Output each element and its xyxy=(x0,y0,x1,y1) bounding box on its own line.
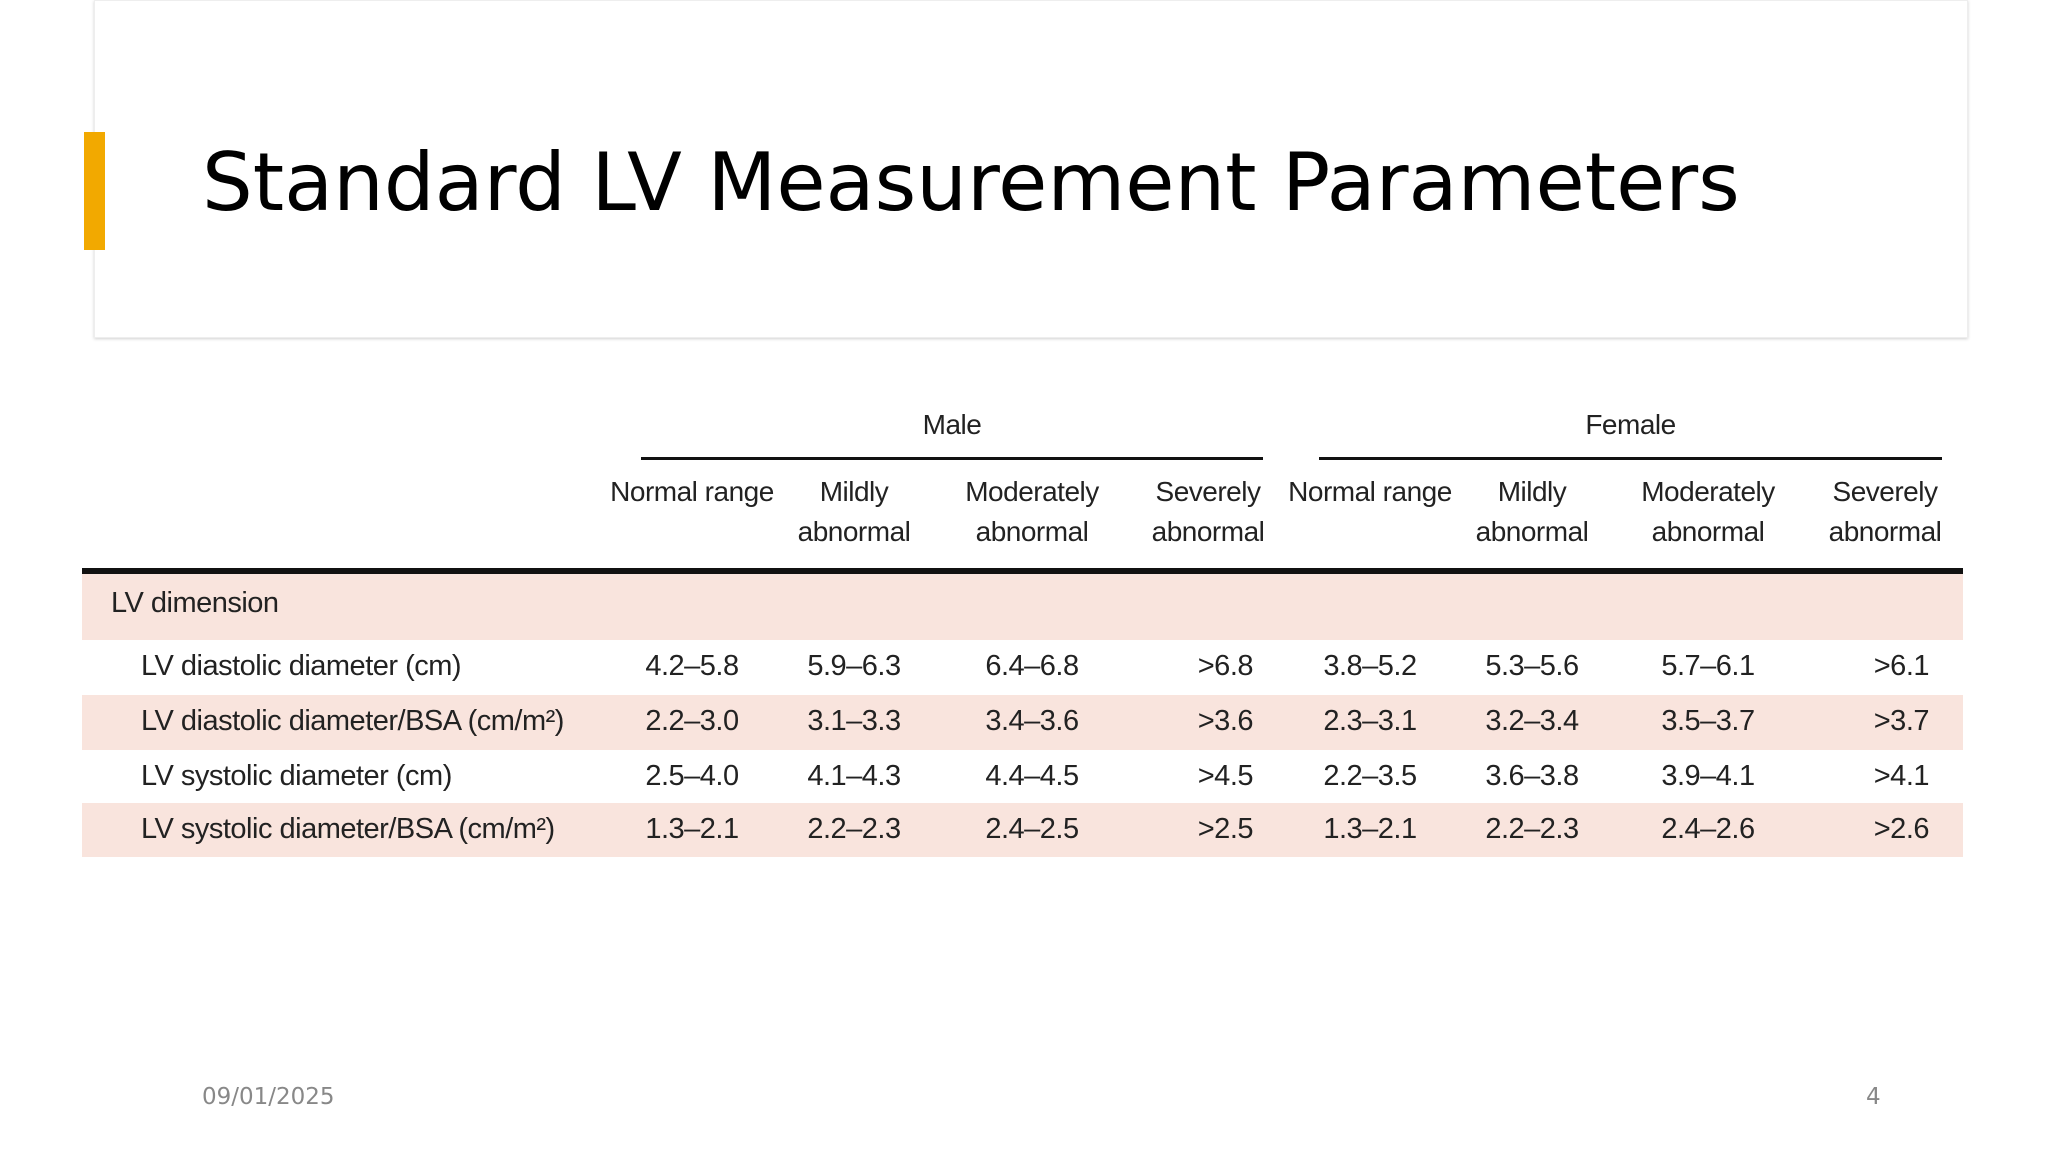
cell-value: >3.6 xyxy=(1197,705,1254,737)
cell-value: 2.2–2.3 xyxy=(807,813,901,845)
row-label: LV diastolic diameter/BSA (cm/m²) xyxy=(141,705,564,737)
cell-value: 3.9–4.1 xyxy=(1661,760,1755,792)
column-header: Mildly abnormal xyxy=(1475,476,1589,547)
cell-value: 5.3–5.6 xyxy=(1485,650,1579,682)
cell-value: 3.1–3.3 xyxy=(807,705,901,737)
cell-value: 2.2–3.5 xyxy=(1323,760,1417,792)
column-header: Severely abnormal xyxy=(1828,476,1942,547)
column-header: Mildly abnormal xyxy=(797,476,911,547)
page-number: 4 xyxy=(1866,1084,1881,1110)
group-header: Female xyxy=(1585,409,1676,440)
title-box xyxy=(94,0,1968,338)
cell-value: 2.5–4.0 xyxy=(645,760,739,792)
column-header: Moderately abnormal xyxy=(1641,476,1775,547)
row-label: LV diastolic diameter (cm) xyxy=(141,650,462,682)
row-label: LV systolic diameter/BSA (cm/m²) xyxy=(141,813,555,845)
cell-value: 4.4–4.5 xyxy=(985,760,1079,792)
cell-value: 1.3–2.1 xyxy=(645,813,739,845)
cell-value: 5.9–6.3 xyxy=(807,650,901,682)
cell-value: >6.1 xyxy=(1873,650,1930,682)
cell-value: >6.8 xyxy=(1197,650,1254,682)
cell-value: 4.1–4.3 xyxy=(807,760,901,792)
section-band xyxy=(82,574,1963,640)
header-rule xyxy=(82,568,1963,574)
cell-value: 2.4–2.5 xyxy=(985,813,1079,845)
cell-value: 2.3–3.1 xyxy=(1323,705,1417,737)
group-rule xyxy=(1319,457,1942,460)
cell-value: 4.2–5.8 xyxy=(645,650,739,682)
row-band xyxy=(82,695,1963,750)
cell-value: 3.8–5.2 xyxy=(1323,650,1417,682)
row-band xyxy=(82,803,1963,857)
accent-bar xyxy=(84,132,105,250)
column-header: Moderately abnormal xyxy=(965,476,1099,547)
cell-value: 2.2–3.0 xyxy=(645,705,739,737)
slide-title: Standard LV Measurement Parameters xyxy=(202,136,1740,229)
cell-value: >4.1 xyxy=(1873,760,1930,792)
column-header: Severely abnormal xyxy=(1151,476,1265,547)
cell-value: >2.6 xyxy=(1873,813,1930,845)
footer-date: 09/01/2025 xyxy=(202,1084,335,1110)
cell-value: 5.7–6.1 xyxy=(1661,650,1755,682)
cell-value: >2.5 xyxy=(1197,813,1254,845)
cell-value: 1.3–2.1 xyxy=(1323,813,1417,845)
cell-value: 2.4–2.6 xyxy=(1661,813,1755,845)
group-header: Male xyxy=(922,409,982,440)
column-header: Normal range xyxy=(610,476,774,507)
cell-value: >3.7 xyxy=(1873,705,1930,737)
column-header: Normal range xyxy=(1288,476,1452,507)
cell-value: 3.2–3.4 xyxy=(1485,705,1579,737)
cell-value: 3.4–3.6 xyxy=(985,705,1079,737)
cell-value: 6.4–6.8 xyxy=(985,650,1079,682)
cell-value: 2.2–2.3 xyxy=(1485,813,1579,845)
row-label: LV systolic diameter (cm) xyxy=(141,760,452,792)
cell-value: >4.5 xyxy=(1197,760,1254,792)
cell-value: 3.5–3.7 xyxy=(1661,705,1755,737)
group-rule xyxy=(641,457,1263,460)
section-label: LV dimension xyxy=(111,587,279,619)
cell-value: 3.6–3.8 xyxy=(1485,760,1579,792)
